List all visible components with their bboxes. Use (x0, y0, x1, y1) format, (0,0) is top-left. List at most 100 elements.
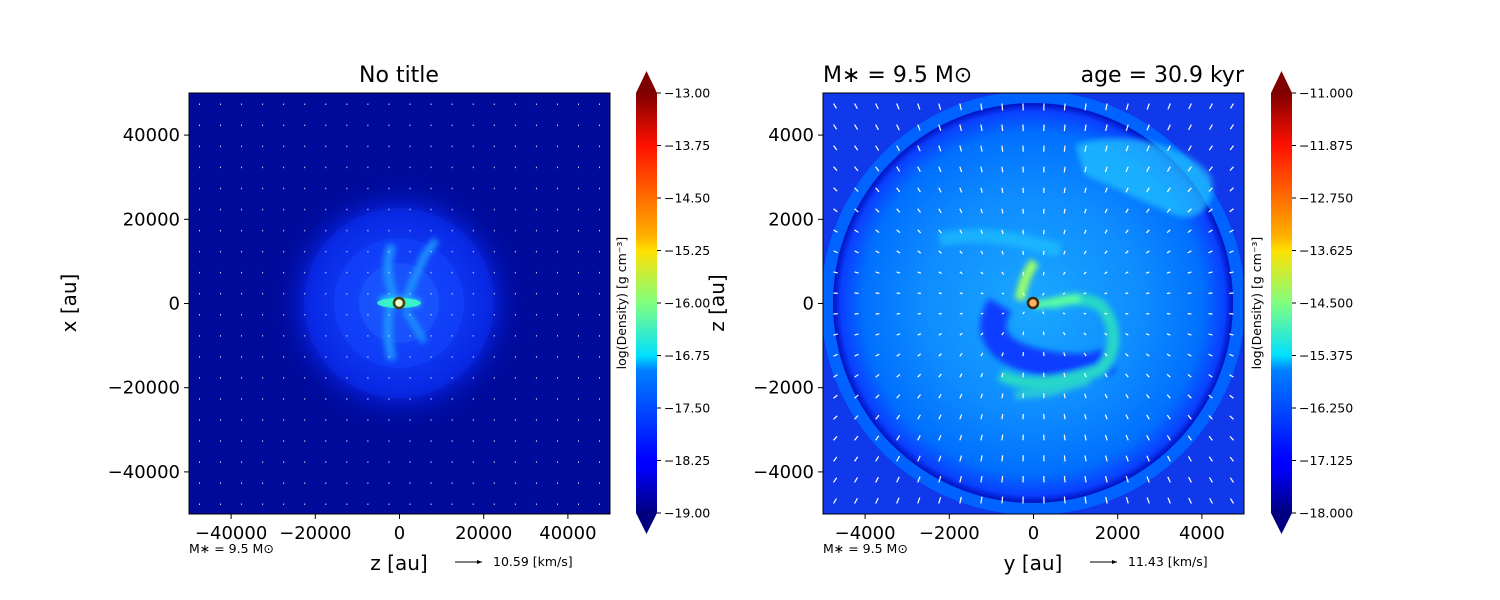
velocity-arrow (1187, 145, 1192, 151)
velocity-arrow (1187, 166, 1192, 172)
velocity-arrow (1229, 229, 1234, 233)
velocity-arrow (1125, 292, 1129, 295)
velocity-arrow (1146, 187, 1150, 193)
velocity-arrow (1022, 271, 1025, 276)
velocity-arrow (938, 166, 942, 173)
velocity-arrow (1167, 455, 1171, 462)
velocity-arrow (1229, 208, 1234, 213)
velocity-arrow (980, 229, 984, 234)
velocity-arrow (1063, 475, 1066, 483)
velocity-arrow (980, 103, 983, 111)
velocity-arrow (1166, 435, 1171, 441)
velocity-arrow (917, 373, 922, 378)
velocity-arrow (1145, 373, 1150, 378)
velocity-arrow (938, 124, 942, 131)
velocity-arrow (980, 414, 983, 420)
velocity-arrow (917, 271, 922, 274)
velocity-arrow (1146, 414, 1150, 420)
velocity-arrow (1208, 374, 1213, 378)
velocity-arrow (938, 353, 942, 357)
velocity-arrow (875, 394, 880, 399)
velocity-arrow (1229, 353, 1234, 357)
velocity-arrow (1063, 434, 1066, 441)
velocity-arrow (1167, 497, 1171, 504)
velocity-arrow (896, 333, 901, 336)
velocity-arrow (854, 477, 859, 483)
colorbar-tick-label: −12.750 (1299, 191, 1353, 206)
velocity-arrow (1104, 455, 1108, 462)
y-tick-label: 40000 (123, 125, 180, 146)
velocity-arrow (980, 312, 984, 315)
velocity-arrow (854, 435, 859, 441)
panel-2-title-left: M∗ = 9.5 M⊙ (823, 63, 972, 88)
velocity-arrow (1145, 353, 1150, 357)
velocity-arrow (1001, 208, 1004, 214)
velocity-arrow (896, 373, 901, 378)
velocity-arrow (1084, 187, 1087, 193)
velocity-arrow (1208, 333, 1213, 336)
velocity-arrow (1105, 103, 1108, 111)
velocity-arrow (1063, 455, 1066, 462)
velocity-arrow (959, 475, 962, 483)
velocity-arrow (917, 333, 922, 336)
velocity-arrow (896, 435, 901, 441)
velocity-arrow (1187, 353, 1192, 357)
velocity-arrow (1229, 187, 1234, 192)
velocity-arrow (1146, 145, 1150, 152)
velocity-arrow (959, 250, 963, 255)
colorbar-tick-label: −16.250 (1299, 401, 1353, 416)
velocity-arrow (1001, 434, 1004, 441)
velocity-arrow (1104, 414, 1108, 420)
velocity-arrow (1084, 393, 1087, 399)
velocity-arrow (896, 353, 901, 357)
velocity-arrow (1167, 103, 1171, 110)
velocity-arrow (833, 415, 838, 420)
velocity-arrow (854, 456, 859, 462)
velocity-arrow (1104, 145, 1108, 152)
velocity-arrow (875, 166, 880, 172)
velocity-arrow (1001, 332, 1005, 336)
velocity-arrow (1187, 187, 1192, 193)
panel-1-y-ticks: −40000 −20000 0 20000 40000 (108, 125, 189, 483)
panel-2-colorbar-label: log(Density) [g cm⁻³] (1249, 237, 1264, 370)
velocity-arrow (1104, 187, 1108, 193)
panel-1-velocity-field (199, 103, 600, 505)
velocity-arrow (980, 166, 983, 173)
velocity-arrow (980, 352, 984, 357)
velocity-arrow (1187, 271, 1192, 274)
velocity-arrow (917, 250, 922, 254)
velocity-arrow (1208, 124, 1213, 130)
velocity-arrow (938, 103, 942, 111)
velocity-arrow (1125, 103, 1129, 111)
velocity-arrow (1062, 312, 1066, 315)
velocity-arrow (938, 187, 942, 193)
velocity-arrow (833, 250, 838, 254)
velocity-arrow (1208, 250, 1213, 254)
velocity-arrow (875, 414, 880, 420)
velocity-arrow (833, 145, 838, 151)
velocity-arrow (1083, 312, 1087, 315)
velocity-arrow (896, 124, 900, 131)
velocity-arrow (1001, 103, 1004, 111)
velocity-arrow (917, 145, 921, 152)
velocity-arrow (1187, 250, 1192, 254)
velocity-arrow (875, 271, 880, 274)
velocity-arrow (1063, 352, 1066, 357)
velocity-arrow (1125, 187, 1129, 193)
velocity-arrow (896, 166, 901, 172)
velocity-arrow (1145, 271, 1150, 274)
velocity-arrow (1125, 312, 1129, 315)
velocity-arrow (959, 434, 963, 441)
velocity-arrow (875, 124, 879, 131)
velocity-arrow (896, 497, 900, 504)
velocity-arrow (1063, 413, 1066, 420)
colorbar-tick-label: −16.75 (664, 348, 710, 363)
velocity-arrow (833, 456, 838, 462)
velocity-arrow (1125, 455, 1129, 462)
velocity-arrow (854, 145, 859, 151)
panel-1-ylabel: x [au] (57, 274, 81, 333)
velocity-arrow (959, 352, 963, 357)
velocity-arrow (938, 229, 942, 234)
velocity-arrow (1229, 271, 1234, 274)
velocity-arrow (980, 250, 984, 255)
